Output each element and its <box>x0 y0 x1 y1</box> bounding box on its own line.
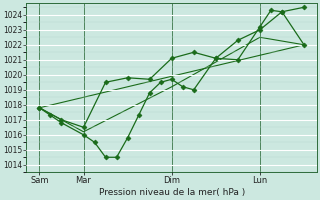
X-axis label: Pression niveau de la mer( hPa ): Pression niveau de la mer( hPa ) <box>99 188 245 197</box>
